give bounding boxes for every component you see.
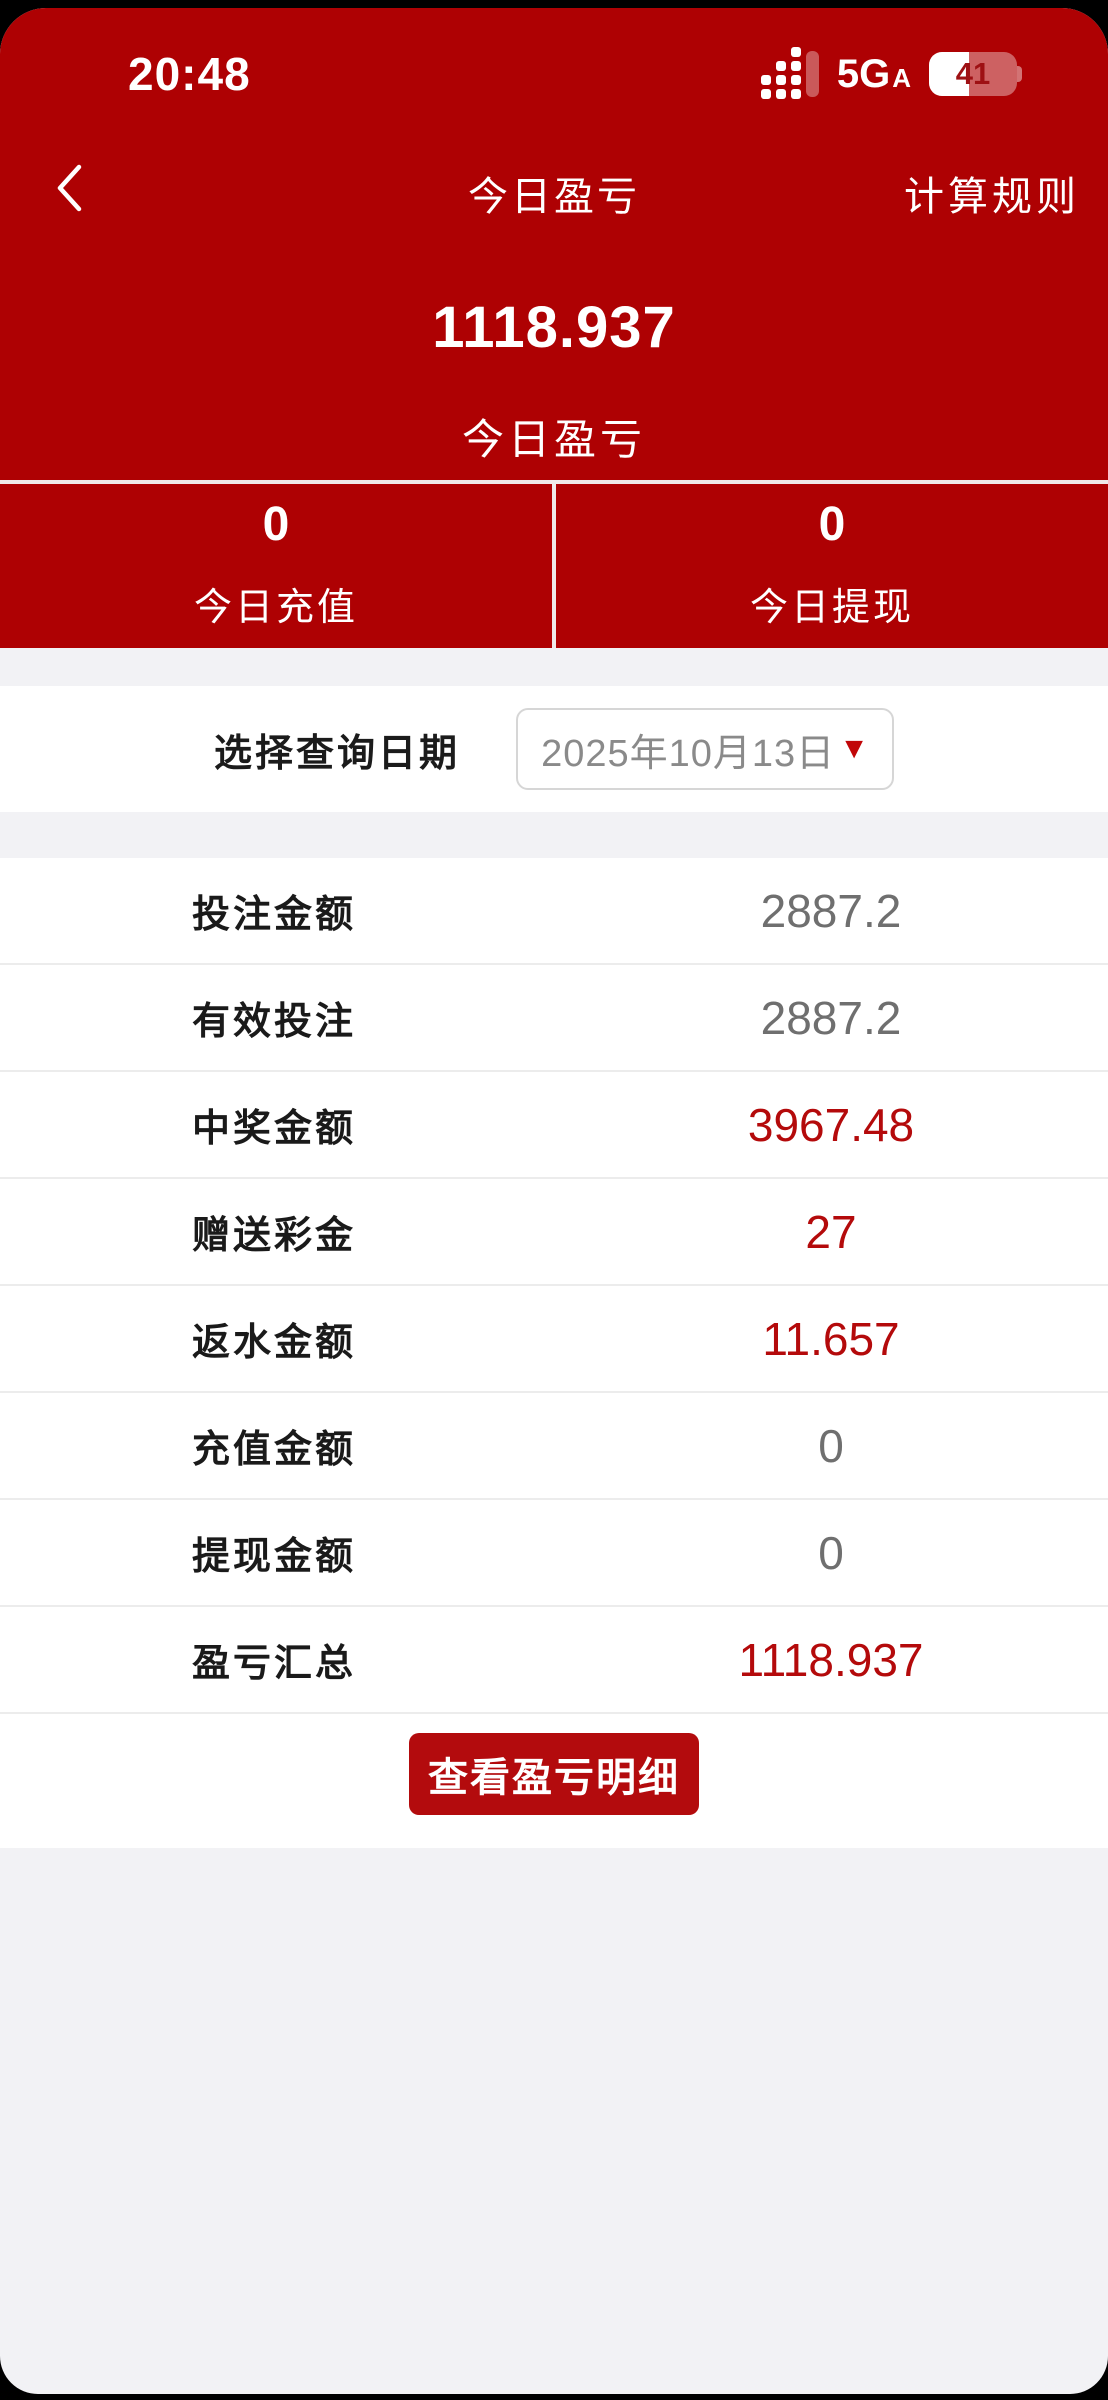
row-value: 3967.48 [747,1098,915,1151]
header-divider [0,480,1108,484]
dropdown-caret-icon: ▼ [839,732,869,765]
details-table: 投注金额 2887.2 有效投注 2887.2 中奖金额 3967.48 赠送彩… [0,858,1108,1714]
page-title: 今日盈亏 [468,175,640,219]
today-withdraw-value: 0 [818,498,846,551]
row-value: 2887.2 [760,991,902,1044]
row-value: 0 [818,1526,844,1579]
spacer [0,812,1108,858]
row-label: 充值金额 [192,1429,357,1471]
today-stats: 0 今日充值 0 今日提现 [0,484,1108,648]
status-bar: 20:48 5G A 41 [0,47,1108,100]
app-screen: 20:48 5G A 41 [0,8,1108,2394]
calculation-rules-link[interactable]: 计算规则 [904,175,1080,219]
table-row: 返水金额 11.657 [0,1286,1108,1393]
spacer [0,648,1108,686]
signal-strength-icon [760,47,819,99]
row-label: 返水金额 [192,1322,357,1364]
date-picker-label: 选择查询日期 [213,732,460,775]
table-row: 充值金额 0 [0,1393,1108,1500]
row-value: 27 [805,1205,857,1258]
stats-divider [552,484,556,648]
row-label: 盈亏汇总 [192,1643,357,1685]
today-deposit-value: 0 [262,498,290,551]
status-icons: 5G A 41 [760,47,1022,99]
battery-percent: 41 [955,56,991,91]
view-profit-details-button[interactable]: 查看盈亏明细 [409,1733,699,1815]
chevron-left-icon [57,164,82,212]
total-profit-label: 今日盈亏 [461,416,646,463]
button-area: 查看盈亏明细 [0,1714,1108,1848]
row-value: 2887.2 [760,884,902,937]
today-withdraw-label: 今日提现 [749,587,914,629]
row-value: 11.657 [762,1312,900,1365]
network-type-indicator: 5G A [836,51,911,96]
row-label: 中奖金额 [192,1108,357,1150]
status-time: 20:48 [128,48,251,100]
row-label: 投注金额 [192,894,357,936]
date-picker-select[interactable]: 2025年10月13日 ▼ [516,708,894,790]
today-deposit-label: 今日充值 [193,587,358,629]
header: 20:48 5G A 41 [0,8,1108,480]
table-row: 中奖金额 3967.48 [0,1072,1108,1179]
battery-icon: 41 [929,52,1022,96]
row-value: 1118.937 [738,1633,924,1686]
row-label: 有效投注 [192,1001,357,1043]
today-withdraw-cell: 0 今日提现 [556,484,1108,648]
row-label: 提现金额 [192,1536,357,1578]
back-button[interactable] [54,162,84,214]
row-value: 0 [818,1419,844,1472]
table-row: 赠送彩金 27 [0,1179,1108,1286]
table-row: 有效投注 2887.2 [0,965,1108,1072]
total-profit-value: 1118.937 [432,295,676,360]
table-row: 提现金额 0 [0,1500,1108,1607]
row-label: 赠送彩金 [192,1215,357,1257]
nav-bar: 今日盈亏 计算规则 [0,158,1108,219]
date-picker-row: 选择查询日期 2025年10月13日 ▼ [0,686,1108,812]
date-picker-value: 2025年10月13日 [541,732,836,775]
today-deposit-cell: 0 今日充值 [0,484,552,648]
table-row: 盈亏汇总 1118.937 [0,1607,1108,1714]
table-row: 投注金额 2887.2 [0,858,1108,965]
